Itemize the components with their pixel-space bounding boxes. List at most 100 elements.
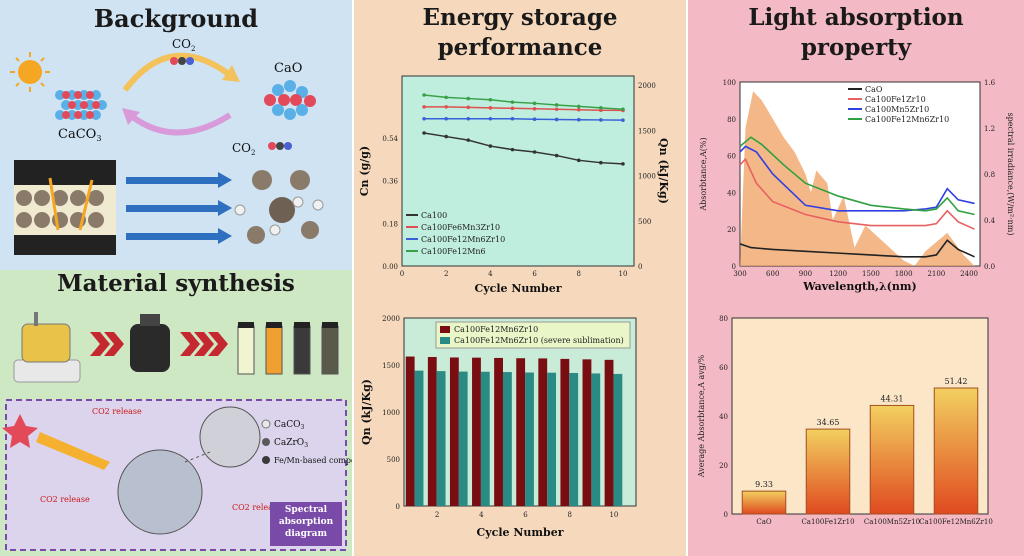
- caco3-label: CaCO3: [58, 127, 101, 143]
- light-title-line2: property: [800, 34, 912, 61]
- y-tick-label: 0: [732, 263, 736, 271]
- data-label: 51.42: [945, 377, 968, 386]
- energy-panel: Energy storage performance 0.00 0.18 0.36 0…: [354, 0, 686, 556]
- series-line: [424, 118, 623, 121]
- data-point: [532, 150, 537, 154]
- bar: [436, 371, 446, 506]
- light-panel: Light absorption property 0 20 40 60 80 100 0.…: [688, 0, 1024, 556]
- x-tick-label: 2: [435, 511, 439, 519]
- co2-molecule-icon-2: [268, 142, 292, 150]
- co2-molecule-icon: [170, 57, 194, 65]
- y-tick-label: 40: [727, 189, 736, 197]
- legend-label: Ca100Fe12Mn6Zr10: [865, 115, 949, 124]
- legend-label: Ca100Fe6Mn3Zr10: [421, 223, 500, 232]
- data-point: [554, 103, 559, 107]
- bar: [582, 359, 592, 506]
- legend-label: Ca100Fe12Mn6Zr10: [421, 235, 505, 244]
- hotplate-icon: [13, 312, 81, 383]
- y2-tick-label: 1000: [638, 173, 656, 181]
- bar: [494, 357, 503, 506]
- light-title-line1: Light absorption: [748, 4, 964, 31]
- series-line: [423, 132, 623, 165]
- series-line: [739, 157, 975, 230]
- data-point: [576, 158, 581, 163]
- bar: [472, 357, 481, 506]
- x-tick-label: 1200: [829, 270, 847, 278]
- y2-axis-title: Qn (kJ/Kg): [657, 138, 670, 204]
- data-point: [510, 100, 515, 104]
- legend-swatch: [440, 337, 450, 344]
- x-tick-label: 1800: [895, 270, 913, 278]
- y-tick-label: 100: [723, 79, 736, 87]
- background-illustration: CaCO3 CO2 CaO CO2: [10, 37, 324, 255]
- synthesis-title: Material synthesis: [57, 270, 295, 297]
- background-title: Background: [93, 4, 259, 33]
- legend-label: Ca100Fe12Mn6: [421, 247, 486, 256]
- x-tick-label: Ca100Mn5Zr10: [864, 518, 920, 526]
- data-point: [621, 107, 625, 112]
- data-point: [554, 107, 559, 112]
- sample-vials: [237, 322, 339, 375]
- series-line: [424, 106, 623, 112]
- data-label: 34.65: [817, 418, 840, 427]
- y-tick-label: 40: [719, 413, 728, 421]
- solar-spectrum-area: [740, 91, 975, 266]
- bar: [805, 428, 851, 515]
- caco3-lattice: [55, 90, 107, 120]
- data-point: [621, 162, 625, 166]
- y-tick-label: 0.00: [382, 263, 398, 271]
- data-point: [422, 116, 426, 121]
- data-point: [599, 160, 603, 165]
- data-point: [599, 106, 603, 110]
- zoom-circle: [199, 406, 261, 468]
- process-arrows: [126, 172, 232, 244]
- bar: [427, 357, 437, 506]
- legend-box: [435, 321, 631, 349]
- furnace-icon: [130, 314, 170, 372]
- data-point: [554, 117, 559, 122]
- chevron-arrows: [90, 332, 228, 356]
- data-point: [444, 134, 448, 139]
- bar: [525, 372, 534, 506]
- data-point: [444, 105, 448, 109]
- x-tick-label: Ca100Fe12Mn6Zr10: [919, 518, 993, 526]
- y2-tick-label: 0.4: [984, 217, 996, 225]
- co2-top-label: CO2: [172, 37, 196, 53]
- data-point: [444, 116, 448, 121]
- legend-markers: [261, 419, 271, 464]
- background-panel: Background CaCO3: [0, 0, 352, 556]
- x-axis-title: Wavelength,λ(nm): [802, 280, 916, 293]
- legend-caco3: CaCO3: [274, 420, 305, 431]
- x-tick-label: CaO: [756, 518, 772, 526]
- y-tick-label: 1000: [382, 409, 400, 417]
- y-tick-label: 0: [724, 511, 728, 519]
- x-tick-label: 8: [567, 511, 571, 519]
- legend-fe-mn: Fe/Mn-based composite: [274, 456, 352, 465]
- bar: [414, 370, 424, 506]
- y-axis-title: Cn (g/g): [358, 146, 371, 196]
- spectral-box: [270, 502, 342, 546]
- y-tick-label: 0.18: [382, 220, 398, 228]
- data-point: [488, 97, 493, 102]
- x-tick-label: 4: [479, 511, 484, 519]
- data-point: [444, 95, 448, 100]
- series-line: [739, 239, 975, 258]
- y2-tick-label: 1500: [638, 127, 656, 135]
- x-tick-label: 1500: [862, 270, 880, 278]
- y-axis-title: Average Absorbtance,A avg/%: [697, 354, 706, 478]
- x-tick-label: 600: [766, 270, 779, 278]
- y-tick-label: 0.54: [382, 135, 398, 143]
- y-tick-label: 0.36: [382, 178, 398, 186]
- data-point: [466, 138, 471, 142]
- co2-release-label: CO2 release: [92, 407, 142, 416]
- y2-tick-label: 0: [638, 263, 642, 271]
- bar: [933, 387, 979, 515]
- y-tick-label: 500: [387, 456, 400, 464]
- x-axis-title: Cycle Number: [474, 282, 561, 295]
- y2-tick-label: 0.8: [984, 171, 995, 179]
- legend-swatch: [440, 326, 450, 333]
- bar: [547, 372, 557, 506]
- y-tick-label: 2000: [382, 315, 400, 323]
- energy-title-line2: performance: [437, 34, 603, 61]
- light-beam: [36, 432, 110, 470]
